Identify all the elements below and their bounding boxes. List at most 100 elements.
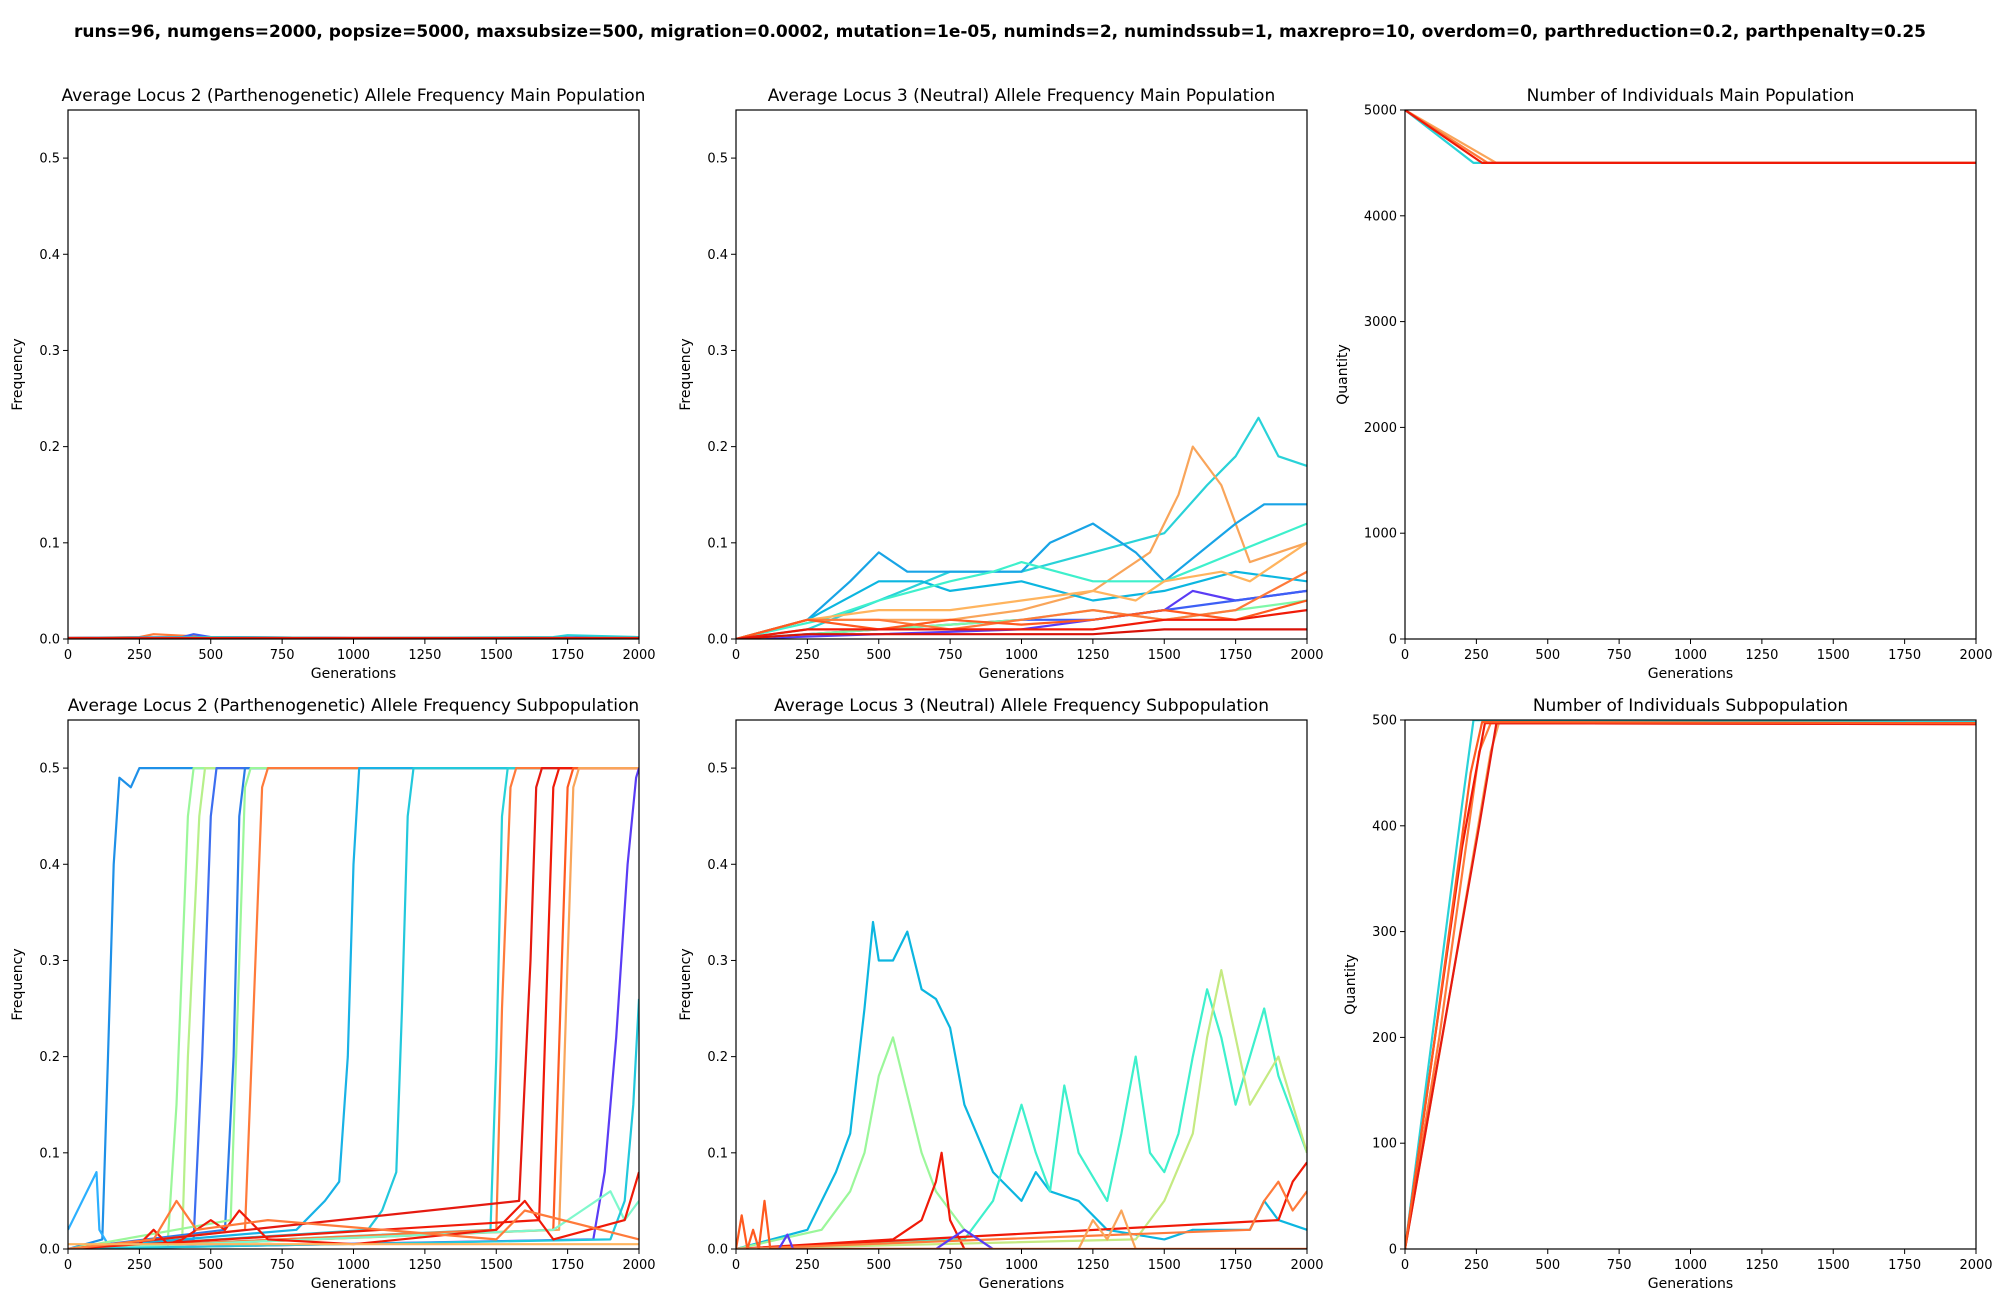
x-tick-label: 0 (732, 648, 740, 663)
series-group (736, 920, 1307, 1249)
y-tick-label: 500 (1372, 714, 1397, 729)
x-tick-label: 1750 (551, 1258, 584, 1273)
y-tick-label: 0.5 (39, 152, 60, 167)
x-tick-label: 250 (1464, 648, 1489, 663)
x-tick-label: 1750 (1219, 648, 1252, 663)
series-line-2 (736, 1036, 994, 1249)
series-line-15 (68, 766, 639, 1249)
series-line-9 (736, 1209, 1307, 1249)
series-line-4 (68, 766, 639, 1249)
series-line-20 (68, 1171, 639, 1249)
y-axis-label: Quantity (1335, 344, 1351, 405)
series-line-2 (1405, 110, 1976, 164)
x-tick-label: 250 (127, 648, 152, 663)
axes-frame (1404, 109, 1977, 640)
x-tick-label: 1500 (1817, 648, 1850, 663)
y-tick-label: 0.0 (707, 1243, 728, 1258)
x-tick-label: 1250 (1076, 648, 1109, 663)
series-line-8 (68, 766, 639, 1249)
x-tick-label: 500 (866, 648, 891, 663)
y-tick-label: 200 (1372, 1031, 1397, 1046)
series-line-4 (1405, 722, 1976, 1249)
x-tick-label: 500 (1535, 1258, 1560, 1273)
x-axis-label: Generations (979, 666, 1064, 682)
x-tick-label: 0 (64, 648, 72, 663)
x-tick-label: 250 (795, 648, 820, 663)
x-tick-label: 250 (1464, 1258, 1489, 1273)
series-line-10 (736, 1199, 1307, 1249)
series-line-5 (736, 522, 1307, 639)
x-tick-label: 750 (1607, 648, 1632, 663)
x-tick-label: 2000 (1959, 648, 1992, 663)
y-tick-label: 5000 (1364, 104, 1397, 119)
y-axis-label: Frequency (678, 948, 694, 1020)
series-group (68, 633, 639, 639)
y-tick-label: 0.3 (39, 344, 60, 359)
series-line-21 (68, 1199, 639, 1249)
x-tick-label: 1000 (1005, 1258, 1038, 1273)
x-tick-label: 1250 (1745, 1258, 1778, 1273)
axes-frame (67, 109, 640, 640)
x-tick-label: 1500 (1148, 648, 1181, 663)
x-tick-label: 1250 (1745, 648, 1778, 663)
y-tick-label: 0.1 (707, 1146, 728, 1161)
axes-frame (735, 109, 1308, 640)
x-tick-label: 750 (270, 1258, 295, 1273)
x-tick-label: 1000 (1005, 648, 1038, 663)
x-tick-label: 1500 (480, 648, 513, 663)
series-line-4 (736, 968, 1307, 1249)
y-tick-label: 0.1 (39, 1146, 60, 1161)
chart-p6: 0 250 500 750 1000 1250 1500 1750 2000 0 100 200 300… (1343, 696, 1993, 1292)
series-line-7 (68, 766, 639, 1249)
y-tick-label: 400 (1372, 819, 1397, 834)
series-line-3 (736, 988, 1307, 1249)
series-line-6 (736, 541, 1307, 639)
x-tick-label: 750 (1607, 1258, 1632, 1273)
x-tick-label: 2000 (1290, 1258, 1323, 1273)
y-tick-label: 0.1 (707, 536, 728, 551)
series-line-11 (736, 599, 1307, 639)
y-tick-label: 0 (1389, 1243, 1397, 1258)
x-tick-label: 2000 (1959, 1258, 1992, 1273)
x-tick-label: 0 (732, 1258, 740, 1273)
x-tick-label: 500 (866, 1258, 891, 1273)
series-line-6 (68, 766, 639, 1249)
series-line-8 (736, 1228, 994, 1249)
y-tick-label: 1000 (1364, 527, 1397, 542)
series-line-10 (68, 766, 639, 1249)
series-line-3 (736, 503, 1307, 639)
y-tick-label: 0.2 (39, 1050, 60, 1065)
y-tick-label: 100 (1372, 1137, 1397, 1152)
series-line-3 (68, 766, 639, 1249)
series-line-1 (736, 920, 1307, 1249)
x-tick-label: 1500 (1817, 1258, 1850, 1273)
chart-title: Average Locus 3 (Neutral) Allele Frequen… (774, 696, 1269, 716)
series-line-5 (1405, 722, 1976, 1249)
y-tick-label: 0.2 (707, 1050, 728, 1065)
series-group (1405, 720, 1976, 1249)
series-line-6 (736, 1161, 1307, 1249)
series-line-14 (68, 766, 639, 1249)
y-tick-label: 300 (1372, 925, 1397, 940)
x-tick-label: 1250 (408, 648, 441, 663)
series-line-10 (736, 570, 1307, 639)
chart-title: Average Locus 2 (Parthenogenetic) Allele… (68, 696, 639, 716)
x-tick-label: 1000 (1674, 1258, 1707, 1273)
series-line-3 (1405, 110, 1976, 164)
series-line-2 (1405, 720, 1976, 1249)
x-tick-label: 1750 (1888, 648, 1921, 663)
series-line-7 (736, 589, 1307, 639)
axes-frame (1404, 719, 1977, 1250)
series-line-5 (68, 766, 639, 1249)
x-tick-label: 750 (938, 648, 963, 663)
x-tick-label: 2000 (1290, 648, 1323, 663)
x-tick-label: 750 (938, 1258, 963, 1273)
x-tick-label: 250 (795, 1258, 820, 1273)
chart-p4: 0 250 500 750 1000 1250 1500 1750 2000 0.0 0.1 0.2 0… (10, 696, 656, 1292)
y-tick-label: 4000 (1364, 209, 1397, 224)
y-tick-label: 0.3 (707, 954, 728, 969)
series-line-1 (68, 766, 639, 1249)
x-tick-label: 1000 (337, 1258, 370, 1273)
series-line-12 (68, 766, 639, 1249)
